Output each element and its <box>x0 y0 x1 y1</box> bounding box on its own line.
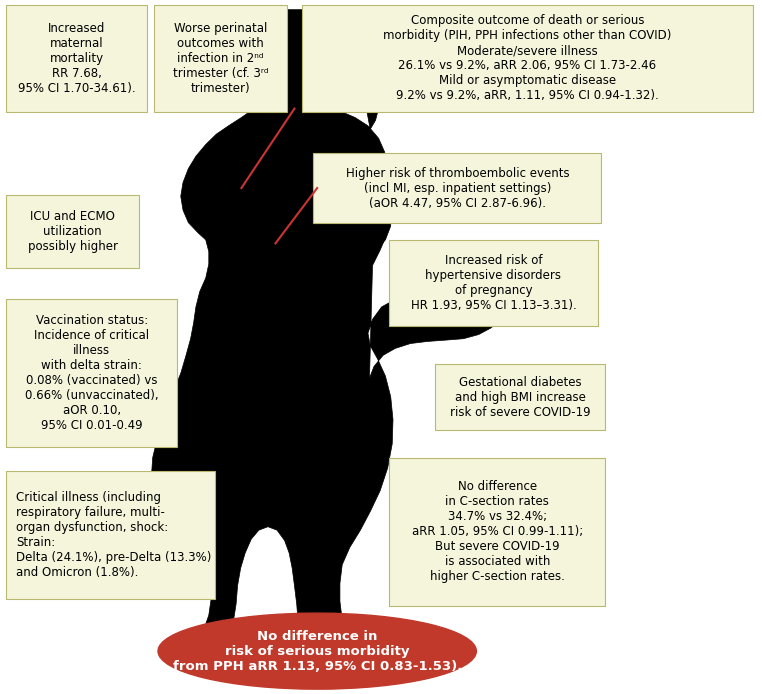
Text: No difference
in C-section rates
34.7% vs 32.4%;
aRR 1.05, 95% CI 0.99-1.11);
Bu: No difference in C-section rates 34.7% v… <box>411 480 583 584</box>
Text: Vaccination status:
Incidence of critical
illness
with delta strain:
0.08% (vacc: Vaccination status: Incidence of critica… <box>25 314 158 432</box>
FancyBboxPatch shape <box>434 364 605 430</box>
Text: Higher risk of thromboembolic events
(incl MI, esp. inpatient settings)
(aOR 4.4: Higher risk of thromboembolic events (in… <box>346 167 569 210</box>
Ellipse shape <box>158 613 476 689</box>
FancyBboxPatch shape <box>6 5 146 112</box>
Text: ICU and ECMO
utilization
possibly higher: ICU and ECMO utilization possibly higher <box>27 210 118 253</box>
FancyBboxPatch shape <box>302 5 753 112</box>
FancyBboxPatch shape <box>389 240 597 326</box>
FancyBboxPatch shape <box>313 153 601 223</box>
Polygon shape <box>151 8 501 666</box>
Text: Critical illness (including
respiratory failure, multi-
organ dysfunction, shock: Critical illness (including respiratory … <box>16 491 212 579</box>
FancyBboxPatch shape <box>6 298 177 447</box>
Text: No difference in
risk of serious morbidity
from PPH aRR 1.13, 95% CI 0.83-1.53).: No difference in risk of serious morbidi… <box>172 629 462 672</box>
Text: Composite outcome of death or serious
morbidity (PIH, PPH infections other than : Composite outcome of death or serious mo… <box>383 15 672 103</box>
Text: Worse perinatal
outcomes with
infection in 2ⁿᵈ
trimester (cf. 3ʳᵈ
trimester): Worse perinatal outcomes with infection … <box>173 22 268 95</box>
FancyBboxPatch shape <box>6 471 215 600</box>
FancyBboxPatch shape <box>389 457 605 606</box>
FancyBboxPatch shape <box>6 195 139 267</box>
Text: Gestational diabetes
and high BMI increase
risk of severe COVID-19: Gestational diabetes and high BMI increa… <box>450 375 591 418</box>
Text: Increased
maternal
mortality
RR 7.68,
95% CI 1.70-34.61).: Increased maternal mortality RR 7.68, 95… <box>18 22 136 95</box>
FancyBboxPatch shape <box>154 5 287 112</box>
Text: Increased risk of
hypertensive disorders
of pregnancy
HR 1.93, 95% CI 1.13–3.31): Increased risk of hypertensive disorders… <box>411 254 576 312</box>
